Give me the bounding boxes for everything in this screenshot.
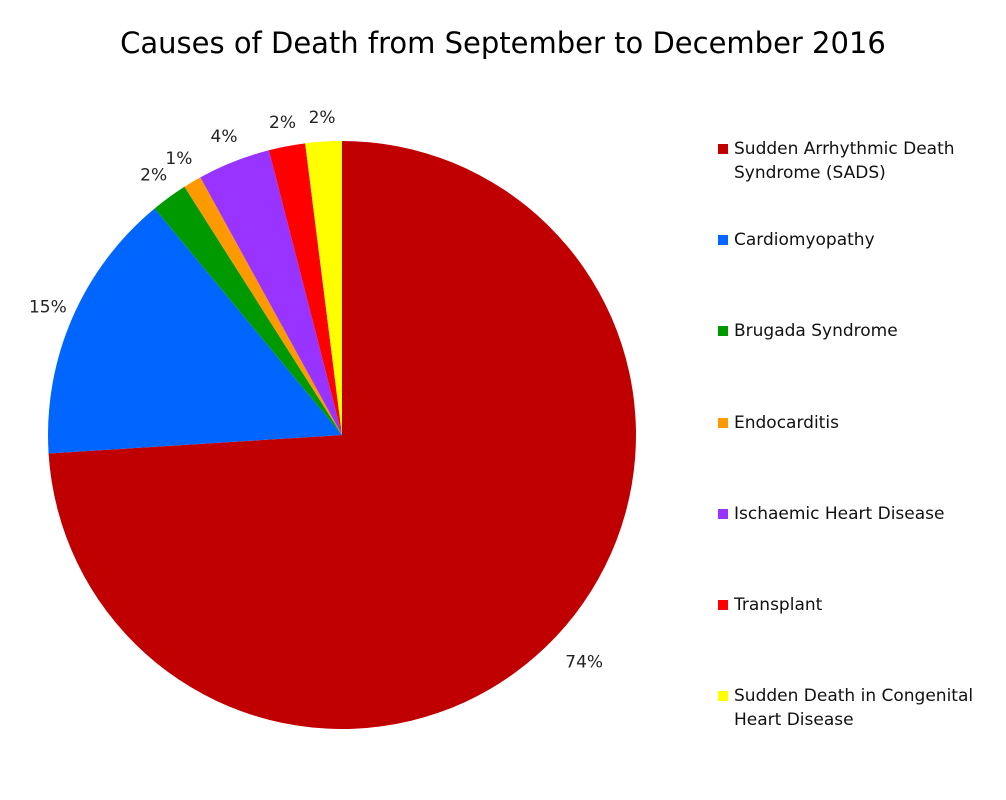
pie-slice-endocarditis	[184, 177, 342, 435]
pie-slice-brugada-syndrome	[154, 186, 342, 435]
pie-slice-transplant	[268, 143, 342, 435]
legend-item-sudden-death-in-congenital-heart-disease: Sudden Death in Congenital Heart Disease	[718, 684, 984, 732]
data-label-brugada-syndrome: 2%	[140, 166, 167, 186]
legend-swatch	[718, 235, 728, 246]
data-label-transplant: 2%	[269, 113, 296, 133]
legend-label: Ischaemic Heart Disease	[734, 503, 945, 524]
legend-swatch	[718, 417, 728, 428]
legend-swatch	[718, 326, 728, 337]
legend-swatch	[718, 600, 728, 610]
legend-label: Sudden Arrhythmic Death Syndrome (SADS)	[734, 139, 955, 183]
chart-title: Causes of Death from September to Decemb…	[120, 26, 886, 60]
legend-item-sudden-arrhythmic-death-syndrome-sads: Sudden Arrhythmic Death Syndrome (SADS)	[718, 137, 984, 185]
data-label-ischaemic-heart-disease: 4%	[211, 127, 238, 147]
pie-chart: 74%15%2%1%4%2% 2%	[29, 108, 636, 730]
data-label-cardiomyopathy: 15%	[29, 298, 67, 318]
pie-slice-sudden-arrhythmic-death-syndrome-sads	[48, 141, 636, 730]
legend-label: Sudden Death in Congenital Heart Disease	[734, 686, 974, 731]
legend-swatch	[718, 144, 728, 154]
data-label-endocarditis: 1%	[165, 149, 192, 169]
legend-item-endocarditis: Endocarditis	[718, 411, 984, 435]
legend-swatch	[718, 508, 728, 519]
legend-swatch	[718, 691, 728, 702]
legend-label: Transplant	[734, 595, 823, 615]
pie-slices	[47, 141, 636, 730]
pie-slice-sudden-death-in-congenital-heart-disease	[305, 141, 342, 435]
data-label-sudden-arrhythmic-death-syndrome-sads: 74%	[565, 652, 603, 672]
data-label-sudden-death-in-congenital-heart-disease: 2%	[309, 108, 336, 128]
legend-label: Endocarditis	[734, 412, 839, 433]
legend-item-cardiomyopathy: Cardiomyopathy	[718, 228, 984, 252]
legend-item-transplant: Transplant	[718, 593, 984, 617]
pie-slice-cardiomyopathy	[47, 208, 342, 454]
pie-slice-ischaemic-heart-disease	[200, 150, 342, 435]
legend-label: Brugada Syndrome	[734, 321, 898, 342]
legend-label: Cardiomyopathy	[734, 230, 875, 251]
pie-data-labels: 74%15%2%1%4%2% 2%	[29, 108, 603, 672]
legend-item-brugada-syndrome: Brugada Syndrome	[718, 319, 984, 343]
legend-item-ischaemic-heart-disease: Ischaemic Heart Disease	[718, 502, 984, 526]
